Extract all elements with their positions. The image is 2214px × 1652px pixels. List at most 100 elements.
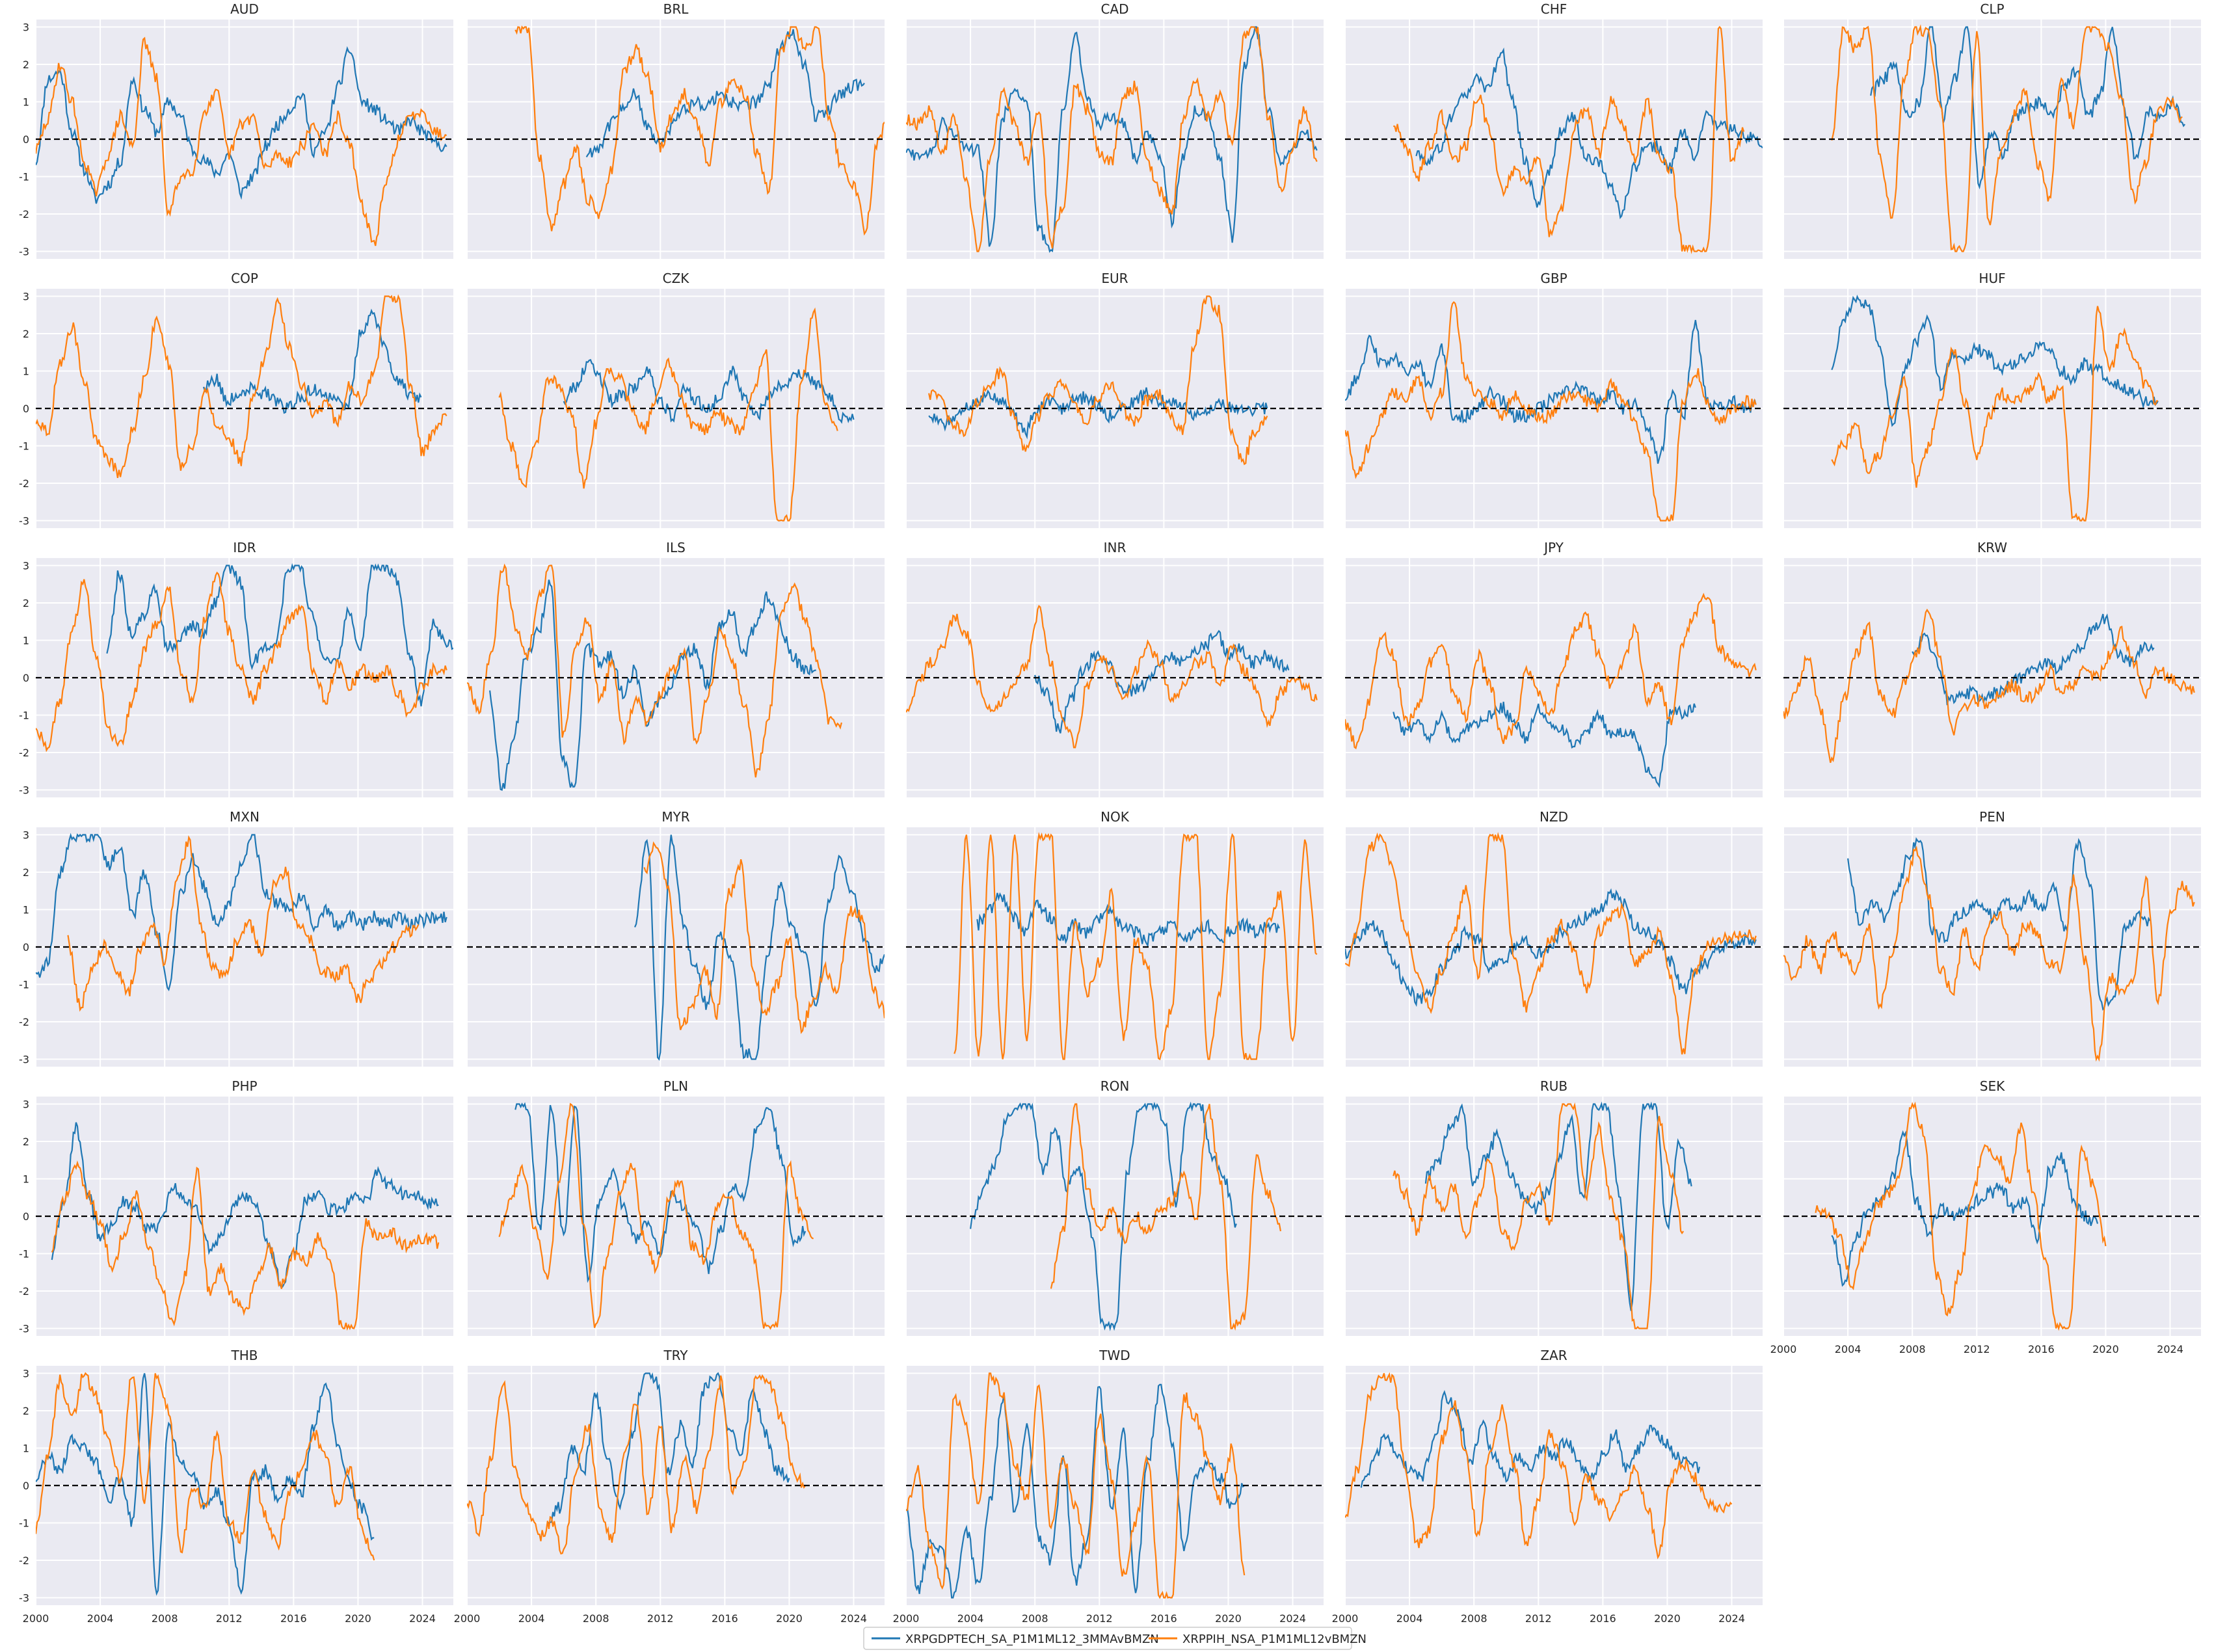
y-tick-label: 3	[23, 291, 29, 303]
panel-title: JPY	[1543, 540, 1564, 555]
x-tick-label: 2024	[2157, 1343, 2183, 1355]
y-tick-label: -1	[19, 710, 29, 722]
panel-title: CAD	[1100, 1, 1128, 17]
series-1-line	[1415, 47, 1763, 219]
x-tick-label: 2004	[87, 1612, 114, 1625]
panel-twd: TWD 2000 2004 2008 2012 2016 2020 2024	[893, 1348, 1324, 1625]
series-2-line	[498, 1102, 814, 1330]
panel-mxn: MXN -3 -2 -1 0 1 2 3	[19, 809, 453, 1067]
y-tick-label: -3	[19, 784, 29, 797]
x-tick-label: 2008	[583, 1612, 609, 1625]
series-2-line	[1345, 593, 1757, 750]
x-tick-label: 2020	[776, 1612, 803, 1625]
y-tick-label: 1	[23, 904, 29, 916]
y-tick-label: 3	[23, 21, 29, 34]
panel-huf: HUF	[1783, 271, 2201, 528]
panel-nok: NOK	[905, 809, 1324, 1067]
series-1-line	[106, 563, 453, 707]
panel-title: SEK	[1980, 1078, 2005, 1094]
panel-myr: MYR	[466, 809, 885, 1067]
y-tick-label: 2	[23, 328, 29, 340]
panel-title: EUR	[1101, 271, 1128, 286]
panel-title: MYR	[661, 809, 689, 825]
y-tick-label: -2	[19, 208, 29, 220]
panel-inr: INR	[905, 540, 1324, 797]
x-tick-label: 2012	[216, 1612, 243, 1625]
series-1-line	[36, 46, 447, 204]
x-tick-label: 2000	[893, 1612, 920, 1625]
panel-title: THB	[231, 1348, 258, 1363]
panel-title: COP	[231, 271, 258, 286]
panel-cop: COP -3 -2 -1 0 1 2 3	[19, 271, 453, 528]
series-2-line	[1831, 306, 2158, 522]
y-tick-label: 0	[23, 133, 29, 146]
series-2-line	[1783, 608, 2195, 763]
y-tick-label: -2	[19, 1285, 29, 1298]
series-1-line	[906, 26, 1318, 253]
x-tick-label: 2004	[1835, 1343, 1861, 1355]
x-tick-label: 2024	[409, 1612, 436, 1625]
series-2-line	[51, 1160, 440, 1331]
panel-php: PHP -3 -2 -1 0 1 2 3	[19, 1078, 453, 1336]
y-tick-label: -1	[19, 1517, 29, 1530]
series-1-line	[489, 580, 816, 791]
y-tick-label: 1	[23, 635, 29, 647]
panel-brl: BRL	[466, 1, 885, 259]
x-tick-label: 2000	[454, 1612, 481, 1625]
panel-title: TRY	[663, 1348, 688, 1363]
panel-krw: KRW	[1783, 540, 2201, 797]
y-tick-label: -1	[19, 1248, 29, 1260]
x-tick-label: 2020	[2092, 1343, 2119, 1355]
y-tick-label: -3	[19, 1323, 29, 1335]
panel-title: IDR	[233, 540, 256, 555]
panel-title: ILS	[666, 540, 686, 555]
y-tick-label: 1	[23, 1173, 29, 1186]
y-tick-label: -2	[19, 747, 29, 759]
x-tick-label: 2024	[840, 1612, 867, 1625]
panel-chf: CHF	[1344, 1, 1763, 259]
series-1-line	[976, 892, 1280, 948]
series-2-line	[36, 36, 447, 246]
y-tick-label: -1	[19, 979, 29, 991]
y-tick-label: 0	[23, 1480, 29, 1492]
x-tick-label: 2016	[712, 1612, 738, 1625]
x-tick-label: 2024	[1718, 1612, 1745, 1625]
series-2-line	[1815, 1101, 2107, 1331]
x-tick-label: 2000	[1770, 1343, 1797, 1355]
y-tick-label: -3	[19, 1054, 29, 1066]
panel-pen: PEN	[1783, 809, 2201, 1067]
y-tick-label: 1	[23, 96, 29, 109]
y-tick-label: 3	[23, 560, 29, 572]
y-tick-label: 3	[23, 1368, 29, 1380]
y-tick-label: 3	[23, 829, 29, 842]
series-1-line	[546, 1372, 790, 1526]
x-tick-label: 2024	[1279, 1612, 1306, 1625]
x-tick-label: 2016	[1151, 1612, 1177, 1625]
y-tick-label: 0	[23, 941, 29, 953]
panel-title: GBP	[1540, 271, 1567, 286]
series-2-line	[67, 835, 420, 1012]
panel-jpy: JPY	[1344, 540, 1763, 797]
panel-title: BRL	[663, 1, 689, 17]
panel-title: CZK	[663, 271, 690, 286]
panel-gbp: GBP	[1344, 271, 1763, 528]
panel-nzd: NZD	[1344, 809, 1763, 1067]
facet-panels: AUD -3 -2 -1 0 1 2 3 BRL CAD CHF CLP COP -3 -2 -1 0 1 2 3 CZ…	[19, 1, 2201, 1625]
panel-title: PEN	[1979, 809, 2005, 825]
series-2-line	[906, 604, 1318, 749]
series-1-line	[1393, 701, 1696, 788]
y-tick-label: 0	[23, 403, 29, 415]
panel-title: CLP	[1980, 1, 2004, 17]
panel-title: MXN	[230, 809, 260, 825]
y-tick-label: -3	[19, 1592, 29, 1605]
y-tick-label: -1	[19, 440, 29, 453]
panel-czk: CZK	[466, 271, 885, 528]
x-tick-label: 2020	[1215, 1612, 1242, 1625]
y-tick-label: 2	[23, 59, 29, 71]
y-tick-label: -2	[19, 1554, 29, 1567]
series-1-line	[1360, 1390, 1701, 1488]
panel-title: AUD	[230, 1, 259, 17]
series-2-line	[928, 295, 1268, 466]
legend-label-series-1: XRPGDPTECH_SA_P1M1ML12_3MMAvBMZN	[905, 1632, 1159, 1646]
x-tick-label: 2004	[957, 1612, 984, 1625]
